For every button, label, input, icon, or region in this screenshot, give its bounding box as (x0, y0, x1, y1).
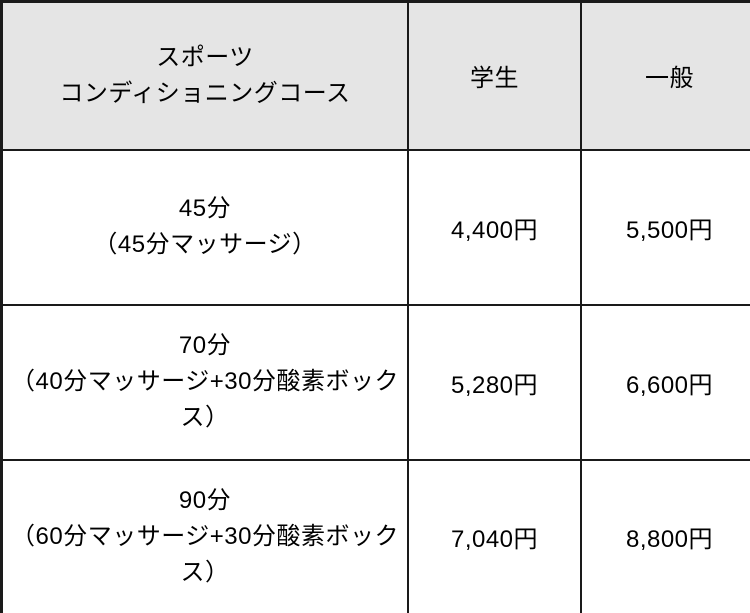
course-title-line2: コンディショニングコース (59, 79, 351, 107)
general-price-cell: 8,800円 (580, 458, 750, 613)
pricing-table-head: スポーツ コンディショニングコース 学生 一般 (0, 0, 750, 151)
table-row-90min: 90分 （60分マッサージ+30分酸素ボックス） 7,040円 8,800円 (0, 458, 750, 613)
student-price-cell: 5,280円 (407, 303, 582, 461)
course-duration: 70分 (178, 332, 232, 359)
course-composition: （45分マッサージ） (93, 231, 317, 258)
course-cell: 45分 （45分マッサージ） (0, 148, 409, 306)
header-cell-student: 学生 (407, 0, 582, 151)
student-price-cell: 7,040円 (407, 458, 582, 613)
table-row-45min: 45分 （45分マッサージ） 4,400円 5,500円 (0, 148, 750, 306)
course-composition: （40分マッサージ+30分酸素ボックス） (11, 368, 399, 431)
header-cell-course: スポーツ コンディショニングコース (0, 0, 409, 151)
table-header-row: スポーツ コンディショニングコース 学生 一般 (0, 0, 750, 151)
general-price-cell: 5,500円 (580, 148, 750, 306)
course-duration: 45分 (178, 195, 232, 222)
table-row-70min: 70分 （40分マッサージ+30分酸素ボックス） 5,280円 6,600円 (0, 303, 750, 461)
pricing-table-body: 45分 （45分マッサージ） 4,400円 5,500円 70分 （40分マッサ… (0, 148, 750, 613)
course-duration: 90分 (178, 486, 232, 514)
course-cell: 90分 （60分マッサージ+30分酸素ボックス） (0, 458, 409, 613)
course-cell: 70分 （40分マッサージ+30分酸素ボックス） (0, 303, 409, 461)
general-price-cell: 6,600円 (580, 303, 750, 461)
header-cell-general: 一般 (580, 0, 750, 151)
course-composition: （60分マッサージ+30分酸素ボックス） (11, 522, 399, 586)
course-title-line1: スポーツ (156, 43, 254, 71)
student-price-cell: 4,400円 (407, 148, 582, 306)
